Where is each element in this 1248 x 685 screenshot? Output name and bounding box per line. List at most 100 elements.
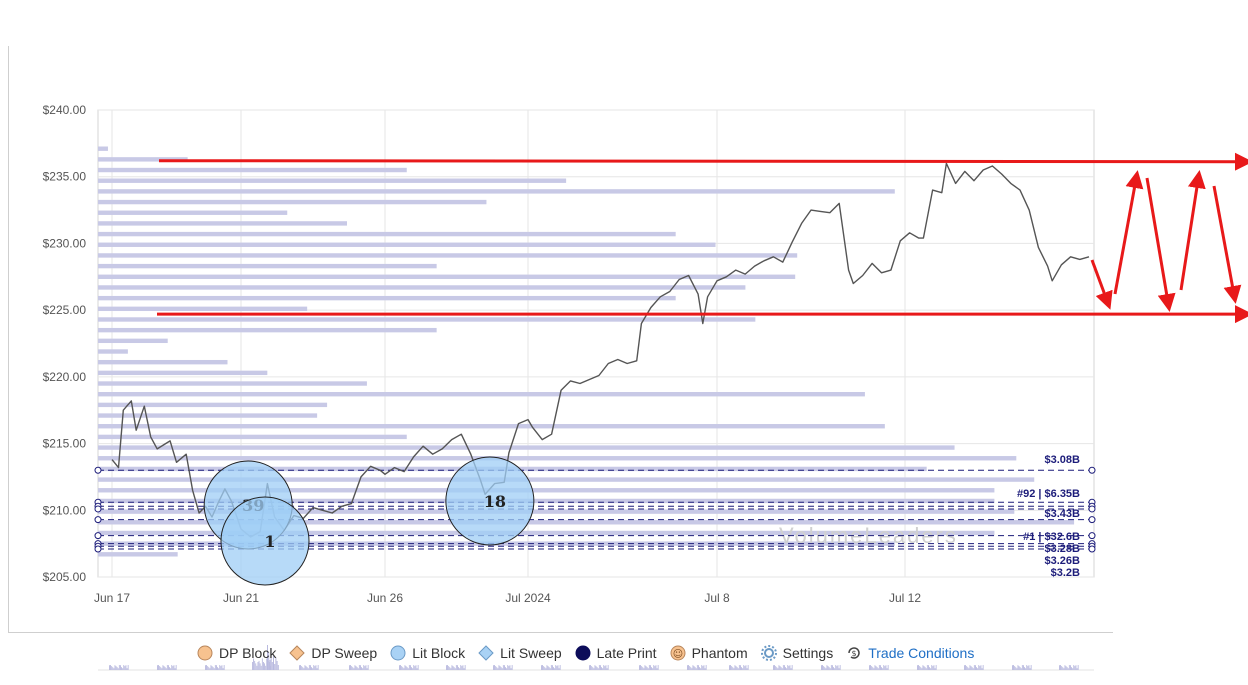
volume-histogram-bar (641, 666, 643, 670)
x-tick-label: Jun 26 (367, 591, 403, 605)
phantom-icon: ☺ (670, 645, 686, 661)
volume-profile-bar (98, 221, 347, 226)
volume-histogram-bar (829, 668, 831, 670)
volume-histogram-bar (400, 665, 401, 670)
volume-histogram-bar (253, 658, 254, 670)
legend-item-lit-block[interactable]: Lit Block (389, 644, 465, 662)
volume-histogram-bar (220, 666, 222, 670)
volume-histogram-bar (654, 666, 656, 670)
volume-histogram-bar (1019, 667, 1021, 670)
volume-histogram-bar (703, 665, 705, 670)
volume-histogram-bar (922, 665, 924, 670)
volume-histogram-bar (315, 665, 317, 670)
volume-histogram-bar (446, 665, 447, 670)
volume-histogram-bar (207, 666, 209, 670)
volume-histogram-bar (646, 667, 648, 670)
level-marker[interactable] (94, 516, 102, 524)
volume-histogram-bar (541, 665, 542, 670)
level-marker[interactable] (94, 532, 102, 540)
y-tick-label: $240.00 (43, 103, 87, 117)
legend-item-late-print[interactable]: Late Print (574, 644, 657, 662)
volume-histogram-bar (255, 663, 257, 670)
volume-histogram-bar (162, 665, 164, 670)
volume-profile-bar (98, 370, 268, 376)
level-marker[interactable] (94, 505, 102, 513)
level-marker[interactable] (1088, 505, 1096, 513)
volume-histogram-bar (417, 665, 419, 670)
volume-histogram-bar (871, 666, 873, 670)
legend-item-lit-sweep[interactable]: Lit Sweep (477, 644, 562, 662)
volume-histogram-bar (497, 668, 499, 670)
level-marker[interactable] (94, 466, 102, 474)
volume-histogram-bar (925, 668, 927, 670)
volume-profile-bar (98, 381, 367, 386)
lit-block-bubble[interactable] (445, 456, 535, 546)
legend-label: Trade Conditions (868, 645, 975, 661)
volume-histogram-bar (221, 665, 223, 670)
volume-histogram-bar (216, 665, 217, 670)
volume-histogram-bar (402, 667, 404, 670)
volume-histogram-bar (698, 665, 699, 670)
volume-histogram-bar (695, 668, 697, 670)
volume-histogram-bar (264, 663, 265, 670)
volume-histogram-bar (556, 666, 558, 670)
volume-histogram-bar (493, 665, 494, 670)
volume-histogram-bar (299, 665, 300, 670)
volume-histogram-bar (877, 668, 879, 670)
volume-histogram-bar (494, 665, 495, 670)
lit-block-bubble[interactable] (220, 496, 310, 586)
legend-item-dp-block[interactable]: DP Block (196, 644, 276, 662)
legend-item-trade-conditions[interactable]: $ Trade Conditions (845, 644, 974, 662)
volume-histogram-bar (971, 667, 973, 670)
volume-histogram-bar (206, 665, 207, 670)
volume-histogram-bar (926, 665, 928, 670)
level-marker[interactable] (1088, 545, 1096, 553)
volume-histogram-bar (166, 665, 168, 670)
level-marker[interactable] (1088, 532, 1096, 540)
volume-histogram-bar (500, 667, 502, 670)
volume-histogram-bar (111, 666, 113, 670)
volume-profile-bar (98, 317, 756, 322)
legend-item-phantom[interactable]: ☺ Phantom (669, 644, 748, 662)
volume-histogram-bar (1023, 665, 1024, 670)
volume-histogram-bar (170, 668, 172, 670)
volume-histogram-bar (550, 665, 552, 670)
volume-histogram-bar (777, 668, 779, 670)
volume-histogram-bar (555, 665, 557, 670)
volume-profile-bar (98, 327, 437, 333)
volume-histogram-bar (968, 668, 970, 670)
bubble-rank-label: 1 (264, 532, 275, 551)
volume-profile-bar (98, 242, 716, 247)
volume-histogram-bar (544, 667, 546, 670)
legend-item-dp-sweep[interactable]: DP Sweep (288, 644, 377, 662)
volume-histogram-bar (870, 665, 871, 670)
volume-histogram-bar (781, 668, 783, 670)
circle-icon (575, 645, 591, 661)
level-label: $3.08B (1045, 454, 1081, 466)
legend-item-settings[interactable]: Settings (760, 644, 833, 662)
volume-histogram-bar (547, 666, 549, 670)
level-marker[interactable] (1088, 466, 1096, 474)
volume-profile-bar (98, 253, 798, 258)
volume-histogram-bar (1017, 665, 1019, 670)
volume-histogram-bar (839, 665, 841, 670)
circle-icon (390, 645, 406, 661)
volume-histogram-bar (837, 665, 839, 670)
level-marker[interactable] (94, 545, 102, 553)
level-marker[interactable] (1088, 516, 1096, 524)
volume-histogram-bar (690, 667, 692, 670)
volume-histogram-bar (880, 665, 881, 670)
volume-histogram-bar (506, 668, 508, 670)
volume-histogram-bar (300, 665, 301, 670)
volume-histogram-bar (827, 666, 829, 670)
volume-histogram-bar (735, 666, 737, 670)
volume-histogram-bar (305, 666, 307, 670)
zigzag-arrow (1113, 170, 1144, 295)
volume-histogram-bar (361, 667, 362, 670)
volume-histogram-bar (920, 667, 922, 670)
volume-profile-bar (98, 445, 955, 450)
price-chart: $205.00 $210.00 $215.00 $220.00 $225.00 $230.… (43, 103, 1248, 671)
volume-profile-bar (98, 498, 995, 504)
volume-histogram-bar (223, 665, 225, 670)
volume-histogram-bar (1029, 668, 1031, 670)
